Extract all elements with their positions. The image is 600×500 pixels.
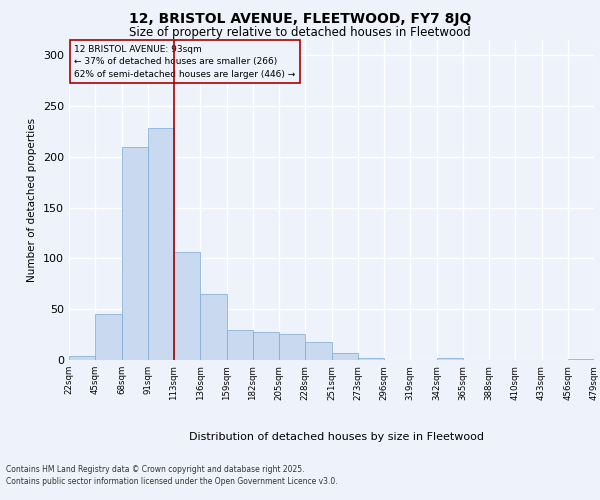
Text: Contains public sector information licensed under the Open Government Licence v3: Contains public sector information licen… [6,478,338,486]
Bar [95,314,121,360]
Y-axis label: Number of detached properties: Number of detached properties [28,118,37,282]
Text: Distribution of detached houses by size in Fleetwood: Distribution of detached houses by size … [188,432,484,442]
Text: 12 BRISTOL AVENUE: 93sqm
← 37% of detached houses are smaller (266)
62% of semi-: 12 BRISTOL AVENUE: 93sqm ← 37% of detach… [74,45,296,79]
Bar [69,356,95,360]
Bar [174,252,200,360]
Bar [227,330,253,360]
Text: Contains HM Land Registry data © Crown copyright and database right 2025.: Contains HM Land Registry data © Crown c… [6,465,305,474]
Bar [331,353,358,360]
Bar [148,128,174,360]
Bar [253,332,279,360]
Bar [568,359,594,360]
Bar [121,146,148,360]
Bar [305,342,331,360]
Text: Size of property relative to detached houses in Fleetwood: Size of property relative to detached ho… [129,26,471,39]
Bar [358,358,384,360]
Text: 12, BRISTOL AVENUE, FLEETWOOD, FY7 8JQ: 12, BRISTOL AVENUE, FLEETWOOD, FY7 8JQ [129,12,471,26]
Bar [279,334,305,360]
Bar [437,358,463,360]
Bar [200,294,227,360]
